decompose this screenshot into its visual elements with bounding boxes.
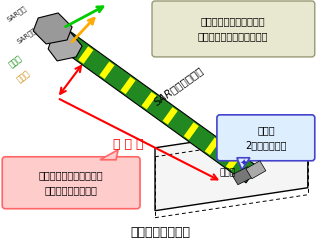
FancyBboxPatch shape xyxy=(152,1,315,57)
Polygon shape xyxy=(152,100,167,117)
Polygon shape xyxy=(48,32,82,61)
Polygon shape xyxy=(141,92,157,109)
Polygon shape xyxy=(110,69,125,87)
Polygon shape xyxy=(215,145,230,163)
FancyBboxPatch shape xyxy=(217,115,315,161)
Text: 軌道１: 軌道１ xyxy=(15,68,32,84)
Polygon shape xyxy=(78,46,93,64)
Polygon shape xyxy=(232,167,254,185)
Polygon shape xyxy=(120,77,136,94)
Polygon shape xyxy=(100,150,118,160)
Polygon shape xyxy=(237,158,250,170)
Polygon shape xyxy=(205,137,220,155)
Polygon shape xyxy=(155,125,308,211)
Polygon shape xyxy=(226,153,241,170)
Text: 地　表: 地 表 xyxy=(220,168,236,177)
Polygon shape xyxy=(89,54,104,71)
Text: 数字がふってないから、
長さがわからない！: 数字がふってないから、 長さがわからない！ xyxy=(39,170,103,195)
Polygon shape xyxy=(173,115,188,132)
Polygon shape xyxy=(163,107,178,125)
Text: 地殻変動後の地表: 地殻変動後の地表 xyxy=(130,226,190,239)
Polygon shape xyxy=(56,30,258,183)
Text: SAR電波「巻尺」: SAR電波「巻尺」 xyxy=(152,65,206,107)
Polygon shape xyxy=(131,84,146,102)
Polygon shape xyxy=(246,161,266,179)
Polygon shape xyxy=(236,160,252,178)
Polygon shape xyxy=(99,61,115,79)
Text: 差は、
2目盛り分だ！: 差は、 2目盛り分だ！ xyxy=(245,125,287,150)
Text: ？ ？ ？: ？ ？ ？ xyxy=(113,138,143,151)
Text: SAR衛星: SAR衛星 xyxy=(6,5,28,23)
Polygon shape xyxy=(57,31,72,49)
Text: ✦: ✦ xyxy=(240,159,248,169)
Polygon shape xyxy=(194,130,209,147)
Polygon shape xyxy=(68,39,83,56)
Text: 「目盛り」はあっても、
「数字」が書いていない！: 「目盛り」はあっても、 「数字」が書いていない！ xyxy=(198,17,268,41)
Polygon shape xyxy=(33,13,72,44)
Text: 軌道２: 軌道２ xyxy=(7,53,24,69)
Text: SAR衛星: SAR衛星 xyxy=(16,27,38,45)
Polygon shape xyxy=(184,122,199,140)
FancyBboxPatch shape xyxy=(2,157,140,209)
